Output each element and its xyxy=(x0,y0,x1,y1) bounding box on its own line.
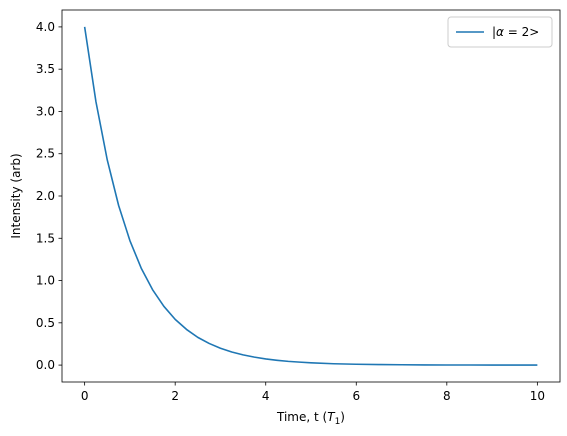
x-axis-ticks: 0 2 4 6 8 10 xyxy=(81,382,545,403)
y-tick-label: 2.0 xyxy=(36,189,55,203)
x-tick-label: 2 xyxy=(171,389,179,403)
x-tick-label: 8 xyxy=(443,389,451,403)
series-line-alpha-2 xyxy=(83,26,538,366)
y-tick-label: 0.0 xyxy=(36,358,55,372)
x-tick-label: 6 xyxy=(352,389,360,403)
y-tick-label: 1.0 xyxy=(36,274,55,288)
x-tick-label: 10 xyxy=(530,389,545,403)
plot-frame xyxy=(61,9,561,383)
y-tick-label: 4.0 xyxy=(36,20,55,34)
legend-label: |α = 2> xyxy=(492,25,539,39)
y-tick-label: 0.5 xyxy=(36,316,55,330)
y-tick-label: 2.5 xyxy=(36,147,55,161)
y-tick-label: 1.5 xyxy=(36,231,55,245)
x-axis-label: Time, t (T1) xyxy=(276,410,345,427)
legend: |α = 2> xyxy=(447,16,553,48)
y-axis-label: Intensity (arb) xyxy=(9,153,23,238)
y-axis-ticks: 0.0 0.5 1.0 1.5 2.0 2.5 3.0 3.5 4.0 xyxy=(36,20,62,372)
x-tick-label: 4 xyxy=(262,389,270,403)
y-tick-label: 3.0 xyxy=(36,104,55,118)
legend-box xyxy=(447,16,553,48)
plot-area xyxy=(62,10,560,382)
x-tick-label: 0 xyxy=(81,389,89,403)
y-tick-label: 3.5 xyxy=(36,62,55,76)
